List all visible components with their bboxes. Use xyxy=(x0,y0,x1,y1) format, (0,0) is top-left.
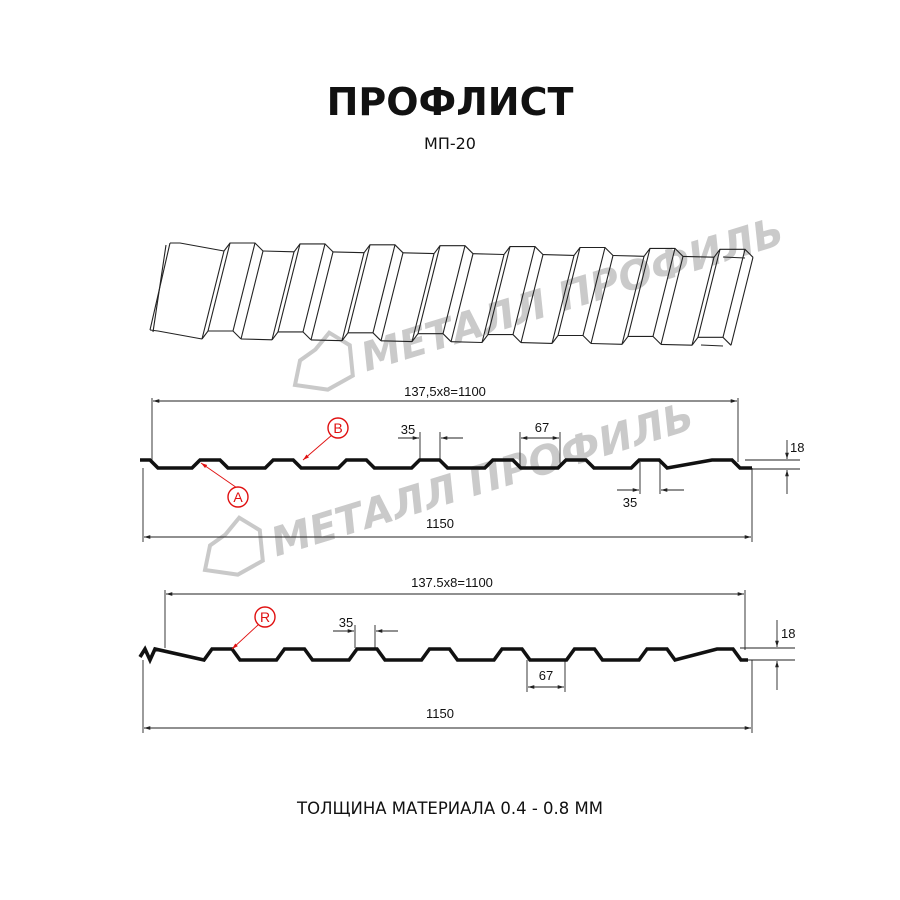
pitch-dimension-label: 137,5x8=1100 xyxy=(404,384,486,399)
profile-2: 137.5x8=1100 1150 35 67 18 R xyxy=(138,575,795,733)
width-dimension-label: 1150 xyxy=(426,706,454,721)
page-subtitle: МП-20 xyxy=(424,134,476,153)
width-dimension-label: 1150 xyxy=(426,516,454,531)
ridge-top-dimension-label: 35 xyxy=(401,422,415,437)
marker-r xyxy=(254,606,276,628)
marker-b-label: B xyxy=(333,420,342,436)
page-title: ПРОФЛИСТ xyxy=(327,80,574,124)
valley-dimension-label: 67 xyxy=(535,420,549,435)
watermark-1: МЕТАЛЛ ПРОФИЛЬ xyxy=(292,209,790,392)
ridge-bottom-dimension-label: 35 xyxy=(623,495,637,510)
marker-a xyxy=(227,486,249,508)
valley-dimension-label: 67 xyxy=(539,668,553,683)
profile-1-section xyxy=(140,458,752,470)
material-thickness: ТОЛЩИНА МАТЕРИАЛА 0.4 - 0.8 ММ xyxy=(296,799,603,818)
pitch-dimension-label: 137.5x8=1100 xyxy=(411,575,493,590)
marker-a-label: A xyxy=(233,489,243,505)
profile-2-section xyxy=(138,645,748,665)
watermark-logo-icon xyxy=(292,330,355,392)
marker-r-label: R xyxy=(260,609,270,625)
height-dimension-label: 18 xyxy=(781,626,795,641)
profile-1: 137,5x8=1100 1150 35 67 35 18 A B xyxy=(140,384,804,542)
watermark-logo-icon xyxy=(202,515,265,577)
ridge-top-dimension-label: 35 xyxy=(339,615,353,630)
marker-b xyxy=(327,417,349,439)
isometric-sheet xyxy=(149,242,754,347)
watermark-2: МЕТАЛЛ ПРОФИЛЬ xyxy=(202,394,700,577)
watermark-text: МЕТАЛЛ ПРОФИЛЬ xyxy=(356,209,790,381)
watermark-text: МЕТАЛЛ ПРОФИЛЬ xyxy=(266,394,700,566)
height-dimension-label: 18 xyxy=(790,440,804,455)
